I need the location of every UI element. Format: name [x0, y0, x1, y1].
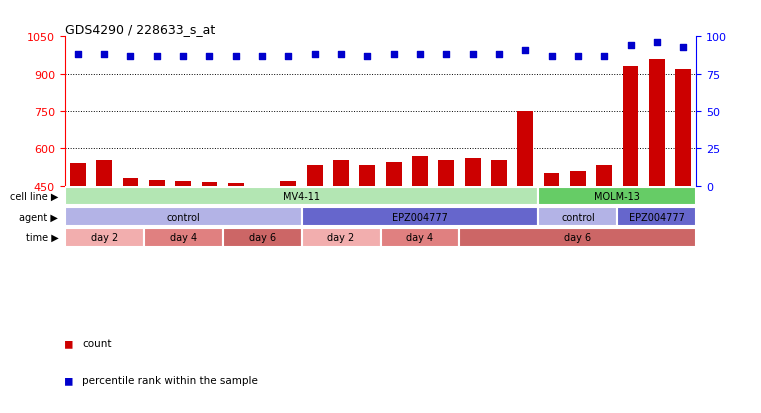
- Point: [598, 53, 610, 60]
- Bar: [149, 180, 164, 186]
- Text: EPZ004777: EPZ004777: [629, 212, 685, 222]
- Text: day 6: day 6: [565, 233, 591, 242]
- Bar: [123, 179, 139, 186]
- Text: ■: ■: [65, 373, 72, 387]
- Point: [124, 53, 136, 60]
- Bar: [175, 181, 191, 186]
- Text: count: count: [82, 338, 112, 348]
- Text: GDS4290 / 228633_s_at: GDS4290 / 228633_s_at: [65, 23, 215, 36]
- Point: [361, 53, 374, 60]
- Bar: [96, 160, 112, 186]
- Bar: [301, 208, 539, 226]
- Bar: [202, 183, 218, 186]
- Text: day 2: day 2: [91, 233, 118, 242]
- Point: [414, 52, 426, 58]
- Bar: [617, 208, 696, 226]
- Point: [651, 40, 663, 46]
- Bar: [622, 67, 638, 186]
- Bar: [228, 184, 244, 186]
- Point: [335, 52, 347, 58]
- Point: [546, 53, 558, 60]
- Bar: [65, 208, 301, 226]
- Text: cell line ▶: cell line ▶: [10, 192, 59, 202]
- Point: [72, 52, 84, 58]
- Point: [203, 53, 215, 60]
- Text: time ▶: time ▶: [26, 233, 59, 242]
- Text: day 4: day 4: [170, 233, 196, 242]
- Text: MOLM-13: MOLM-13: [594, 192, 640, 202]
- Bar: [649, 59, 665, 186]
- Point: [309, 52, 321, 58]
- Bar: [517, 112, 533, 186]
- Point: [440, 52, 452, 58]
- Text: EPZ004777: EPZ004777: [392, 212, 448, 222]
- Bar: [675, 69, 691, 186]
- Bar: [333, 160, 349, 186]
- Point: [572, 53, 584, 60]
- Bar: [380, 228, 460, 247]
- Bar: [301, 228, 380, 247]
- Text: day 4: day 4: [406, 233, 434, 242]
- Point: [387, 52, 400, 58]
- Bar: [412, 157, 428, 186]
- Bar: [359, 165, 375, 186]
- Point: [151, 53, 163, 60]
- Bar: [539, 187, 696, 206]
- Bar: [438, 160, 454, 186]
- Bar: [543, 174, 559, 186]
- Text: agent ▶: agent ▶: [20, 212, 59, 222]
- Bar: [281, 181, 296, 186]
- Bar: [386, 163, 402, 186]
- Point: [282, 53, 295, 60]
- Point: [493, 52, 505, 58]
- Bar: [570, 171, 586, 186]
- Bar: [70, 164, 86, 186]
- Point: [625, 43, 637, 50]
- Point: [230, 53, 242, 60]
- Point: [177, 53, 189, 60]
- Text: day 6: day 6: [249, 233, 275, 242]
- Bar: [65, 228, 144, 247]
- Bar: [144, 228, 223, 247]
- Bar: [460, 228, 696, 247]
- Text: percentile rank within the sample: percentile rank within the sample: [82, 375, 258, 385]
- Point: [677, 44, 689, 51]
- Point: [519, 47, 531, 54]
- Bar: [65, 187, 539, 206]
- Bar: [597, 165, 612, 186]
- Point: [98, 52, 110, 58]
- Bar: [539, 208, 617, 226]
- Text: ■: ■: [65, 336, 72, 349]
- Bar: [491, 160, 507, 186]
- Bar: [223, 228, 301, 247]
- Bar: [465, 159, 480, 186]
- Text: control: control: [561, 212, 595, 222]
- Point: [466, 52, 479, 58]
- Text: control: control: [166, 212, 200, 222]
- Bar: [307, 165, 323, 186]
- Point: [256, 53, 268, 60]
- Text: MV4-11: MV4-11: [283, 192, 320, 202]
- Text: day 2: day 2: [327, 233, 355, 242]
